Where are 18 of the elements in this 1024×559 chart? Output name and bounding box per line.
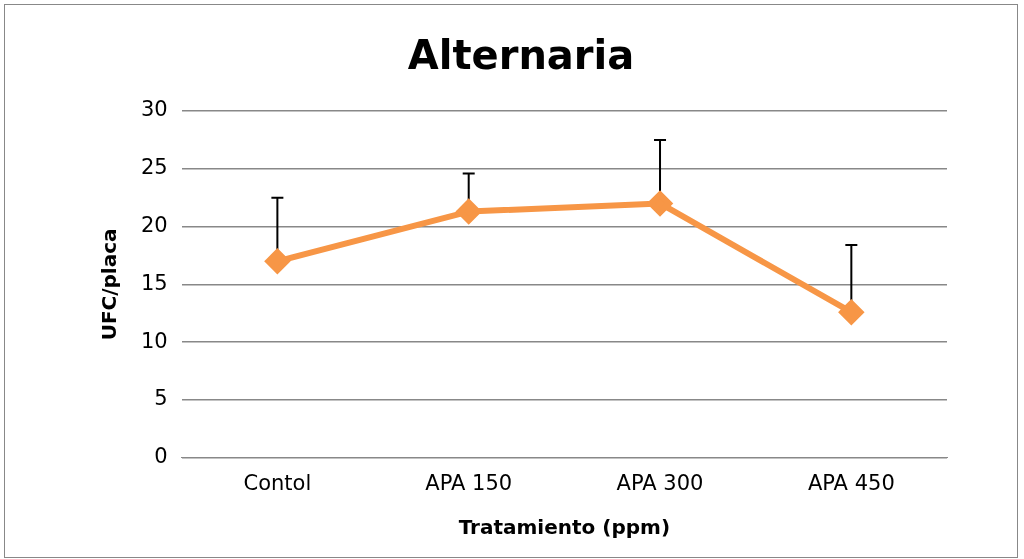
y-tick-label: 0 — [154, 444, 168, 469]
y-tick-label: 25 — [140, 155, 168, 180]
y-axis-title: UFC/placa — [97, 228, 122, 341]
point — [456, 199, 481, 224]
point — [839, 300, 864, 325]
x-tick-label: APA 150 — [425, 470, 513, 495]
point — [648, 191, 673, 216]
y-tick-label: 5 — [154, 386, 168, 411]
y-tick-label: 30 — [140, 97, 168, 122]
x-axis-title: Tratamiento (ppm) — [458, 515, 671, 540]
x-tick-label: Contol — [243, 470, 312, 495]
chart-title: Alternaria — [407, 32, 635, 79]
x-tick-label: APA 300 — [616, 470, 704, 495]
x-tick-label: APA 450 — [807, 470, 895, 495]
y-tick-label: 20 — [140, 213, 168, 238]
y-tick-label: 10 — [140, 328, 168, 353]
y-tick-label: 15 — [140, 270, 168, 295]
point — [265, 249, 290, 274]
